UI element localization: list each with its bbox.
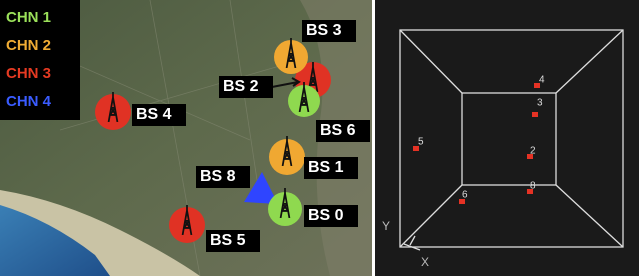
legend-entry: CHN 2 [6, 37, 51, 54]
station-label: BS 0 [308, 207, 344, 224]
station-label: BS 4 [136, 106, 172, 123]
map-panel: CHN 1 CHN 2 CHN 3 CHN 4 BS 3 [0, 0, 372, 276]
legend-entry: CHN 4 [6, 93, 52, 110]
legend-entry: CHN 3 [6, 65, 51, 82]
figure: CHN 1 CHN 2 CHN 3 CHN 4 BS 3 [0, 0, 639, 276]
station-label: BS 6 [320, 122, 356, 139]
point-label: 4 [539, 75, 545, 86]
view3d-panel: 4 3 5 2 6 8 Y X [375, 0, 639, 276]
x-axis-label: X [421, 255, 429, 269]
station-label: BS 2 [223, 78, 259, 95]
point-label: 3 [537, 98, 543, 109]
station-label: BS 8 [200, 168, 236, 185]
legend-entry: CHN 1 [6, 9, 51, 26]
view3d-background [375, 0, 639, 276]
point-marker [532, 112, 538, 117]
point-label: 2 [530, 146, 536, 157]
y-axis-label: Y [382, 219, 390, 233]
station-label: BS 1 [308, 159, 344, 176]
point-label: 8 [530, 181, 536, 192]
point-label: 6 [462, 190, 468, 201]
station-label: BS 3 [306, 22, 342, 39]
point-label: 5 [418, 137, 424, 148]
station-label: BS 5 [210, 232, 246, 249]
